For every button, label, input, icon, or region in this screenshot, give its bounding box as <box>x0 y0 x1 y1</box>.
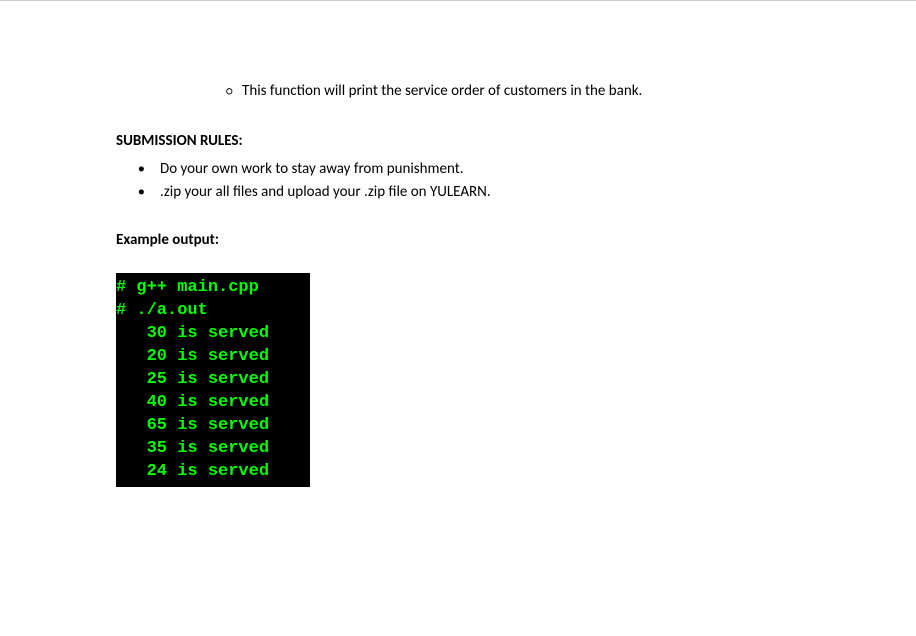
submission-rules-heading: SUBMISSION RULES: <box>116 132 800 150</box>
hollow-bullet-icon: ○ <box>226 84 233 101</box>
terminal-line: 40 is served <box>116 392 304 415</box>
terminal-output-block: # g++ main.cpp # ./a.out 30 is served 20… <box>116 273 310 487</box>
terminal-line: 35 is served <box>116 438 304 461</box>
content-area: ○ This function will print the service o… <box>0 1 916 527</box>
list-item: Do your own work to stay away from punis… <box>138 158 800 181</box>
terminal-line: 24 is served <box>116 461 304 484</box>
terminal-line: 30 is served <box>116 323 304 346</box>
document-page: ○ This function will print the service o… <box>0 0 916 636</box>
list-item-text: Do your own work to stay away from punis… <box>160 160 464 178</box>
terminal-line: # g++ main.cpp <box>116 277 304 300</box>
terminal-line: # ./a.out <box>116 300 304 323</box>
terminal-line: 65 is served <box>116 415 304 438</box>
submission-rules-list: Do your own work to stay away from punis… <box>138 158 800 203</box>
terminal-line: 25 is served <box>116 369 304 392</box>
sub-bullet-text: This function will print the service ord… <box>242 82 642 100</box>
terminal-line: 20 is served <box>116 346 304 369</box>
sub-bullet-line: ○ This function will print the service o… <box>226 81 800 102</box>
list-item-text: .zip your all files and upload your .zip… <box>160 183 491 201</box>
list-item: .zip your all files and upload your .zip… <box>138 181 800 204</box>
example-output-heading: Example output: <box>116 231 800 249</box>
